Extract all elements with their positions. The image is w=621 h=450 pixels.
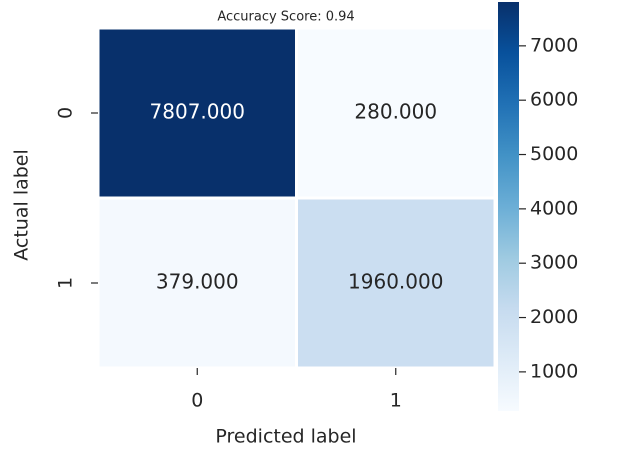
heatmap-cell — [96, 196, 298, 370]
x-axis-label: Predicted label — [215, 426, 356, 448]
colorbar-tick-label: 3000 — [530, 252, 578, 274]
heatmap-cell — [96, 26, 298, 200]
heatmap-cell — [295, 26, 497, 200]
cell-label: 379.000 — [156, 270, 239, 294]
y-tick-label: 0 — [55, 107, 77, 119]
y-tick-label: 1 — [55, 277, 77, 289]
x-tick-label: 0 — [191, 390, 203, 412]
x-tick-label: 1 — [390, 390, 402, 412]
cell-label: 1960.000 — [348, 270, 443, 294]
cell-label: 280.000 — [354, 100, 437, 124]
colorbar-tick-label: 5000 — [530, 143, 578, 165]
y-axis-label: Actual label — [11, 149, 33, 261]
colorbar-tick-label: 7000 — [530, 34, 578, 56]
colorbar-tick-label: 6000 — [530, 89, 578, 111]
cell-label: 7807.000 — [150, 100, 245, 124]
colorbar-tick-label: 2000 — [530, 306, 578, 328]
chart-title: Accuracy Score: 0.94 — [217, 10, 354, 25]
colorbar-tick-label: 1000 — [530, 360, 578, 382]
heatmap-cell — [295, 196, 497, 370]
colorbar-tick-label: 4000 — [530, 197, 578, 219]
colorbar — [498, 2, 519, 411]
